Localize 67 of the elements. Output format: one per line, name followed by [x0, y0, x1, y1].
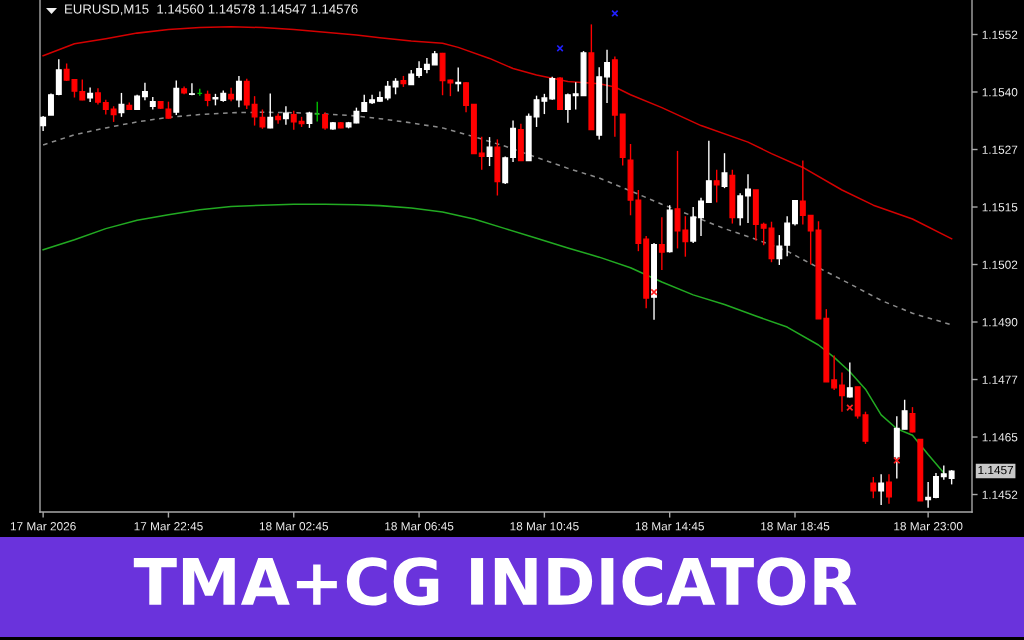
y-tick-label: 1.1477	[982, 375, 1018, 384]
chart-subtitle: EURUSD,M15 1.14560 1.14578 1.14547 1.14576	[65, 4, 358, 16]
candlestick	[705, 140, 712, 204]
x-tick-label: 18 Mar 10:45	[510, 522, 579, 531]
point	[611, 9, 619, 17]
candlestick	[799, 159, 806, 226]
text: TMA+CG INDICATOR	[133, 557, 857, 606]
y-tick-label: 1.1552	[982, 30, 1018, 39]
candlestick	[760, 221, 767, 246]
y-tick-label: 1.1515	[982, 203, 1018, 212]
candlestick	[870, 476, 877, 499]
line-series	[42, 25, 953, 240]
x-tick-label: 18 Mar 23:00	[894, 522, 963, 531]
candlestick	[282, 105, 289, 126]
y-tick-label: 1.1527	[982, 145, 1018, 154]
candlestick	[290, 110, 297, 131]
candlestick	[243, 77, 250, 110]
candlestick	[831, 354, 838, 391]
candlestick	[878, 473, 885, 506]
x-tick-label: 18 Mar 18:45	[761, 522, 830, 531]
candlestick	[564, 92, 571, 124]
candlestick	[886, 473, 892, 505]
candlestick	[745, 173, 751, 224]
point	[650, 288, 658, 296]
candlestick	[463, 81, 470, 113]
candlestick	[784, 215, 791, 257]
candlestick	[698, 197, 704, 237]
candlestick	[932, 472, 939, 499]
x-tick-label: 18 Mar 06:45	[385, 522, 454, 531]
candlestick	[721, 152, 728, 189]
candlestick	[478, 135, 485, 171]
candlestick	[188, 82, 195, 96]
candlestick	[384, 80, 391, 101]
candlestick	[846, 361, 853, 399]
text: 1.1457	[978, 465, 1014, 475]
candlestick	[87, 86, 94, 103]
y-tick-label: 1.1465	[982, 433, 1018, 442]
candlestick	[690, 206, 697, 244]
y-tick-label: 1.1540	[982, 88, 1018, 97]
y-tick-label: 1.1452	[982, 490, 1018, 499]
candlestick	[141, 82, 148, 101]
candlestick	[251, 95, 258, 127]
candlestick	[235, 75, 242, 108]
y-tick-label: 1.1502	[982, 260, 1018, 269]
candlestick	[259, 108, 266, 130]
candlestick	[901, 399, 908, 430]
candlestick	[173, 79, 180, 116]
x-tick-label: 18 Mar 02:45	[259, 522, 329, 531]
candlestick	[776, 234, 783, 266]
candlestick	[925, 481, 932, 509]
candlestick	[737, 192, 744, 227]
x-tick-label: 17 Mar 22:45	[134, 522, 203, 531]
x-tick-label: 17 Mar 2026	[10, 522, 76, 531]
x-tick-label: 18 Mar 14:45	[635, 522, 704, 531]
candlestick	[792, 199, 798, 227]
candlestick	[118, 92, 125, 118]
candlestick	[713, 169, 720, 204]
candlestick	[572, 81, 579, 111]
candlestick	[47, 92, 54, 116]
candlestick	[267, 92, 274, 130]
candlestick	[486, 136, 493, 167]
candlestick	[839, 371, 845, 413]
y-tick-label: 1.1490	[982, 318, 1018, 327]
candlestick	[658, 216, 665, 271]
candlestick	[604, 48, 611, 104]
candlestick	[549, 76, 556, 101]
candlestick	[909, 406, 916, 434]
